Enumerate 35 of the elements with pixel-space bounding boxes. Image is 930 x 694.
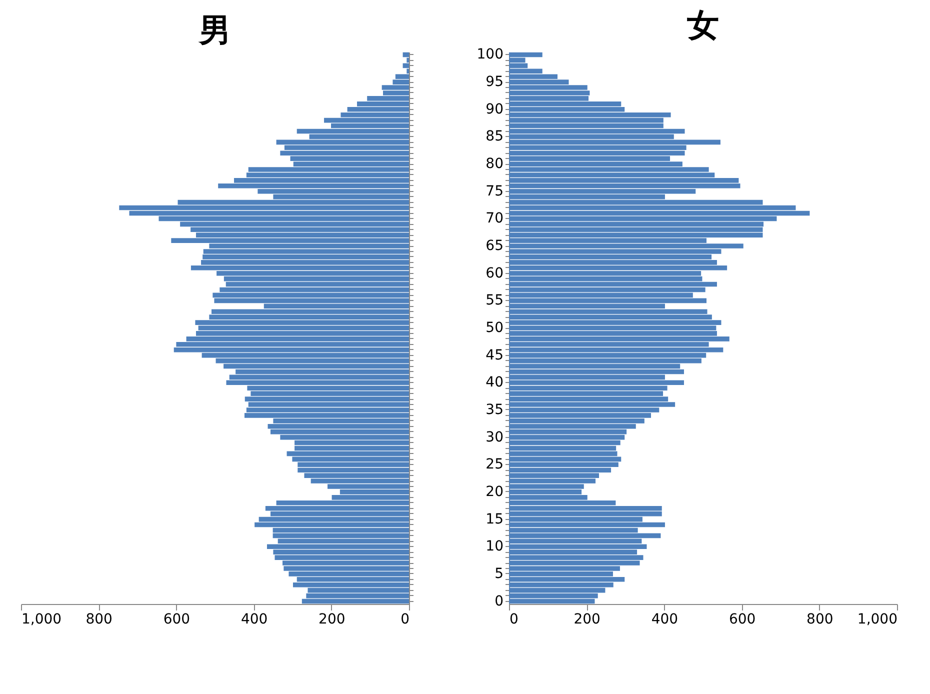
x-tick-label: 0 [510, 612, 518, 628]
x-tick-label: 200 [574, 612, 600, 628]
y-tick-label: 45 [486, 347, 504, 364]
y-tick-label: 65 [486, 238, 504, 254]
y-tick-label: 40 [486, 374, 504, 391]
y-tick-label: 75 [486, 183, 504, 200]
x-tick-label: 0 [400, 612, 410, 628]
x-tick-label: 400 [240, 612, 268, 628]
x-tick-label: 600 [728, 612, 756, 628]
y-tick-label: 20 [486, 484, 504, 500]
x-tick-label: 800 [806, 612, 834, 628]
y-tick-label: 35 [486, 402, 504, 418]
y-tick-label: 70 [486, 210, 504, 227]
y-tick-label: 90 [486, 101, 504, 118]
y-tick-label: 60 [486, 265, 504, 282]
y-tick-label: 10 [486, 538, 504, 555]
y-tick-label: 100 [476, 46, 504, 63]
y-tick-label: 25 [486, 456, 504, 473]
x-tick-label: 200 [318, 612, 346, 628]
y-tick-label: 30 [486, 429, 504, 446]
y-tick-label: 5 [494, 566, 504, 582]
y-tick-label: 80 [486, 156, 504, 172]
x-tick-label: 1,000 [22, 612, 62, 628]
y-tick-label: 15 [486, 511, 504, 528]
y-tick-label: 85 [486, 128, 504, 145]
x-tick-label: 400 [651, 612, 678, 628]
x-tick-label: 600 [163, 612, 190, 628]
y-tick-label: 0 [494, 593, 504, 610]
x-tick-label: 800 [86, 612, 112, 628]
y-tick-label: 55 [486, 292, 504, 309]
y-tick-label: 95 [486, 74, 504, 90]
y-tick-label: 50 [486, 320, 504, 336]
chart-title: 女 [686, 6, 719, 44]
x-tick-label: 1,000 [857, 612, 898, 628]
chart-title: 男 [198, 11, 231, 49]
